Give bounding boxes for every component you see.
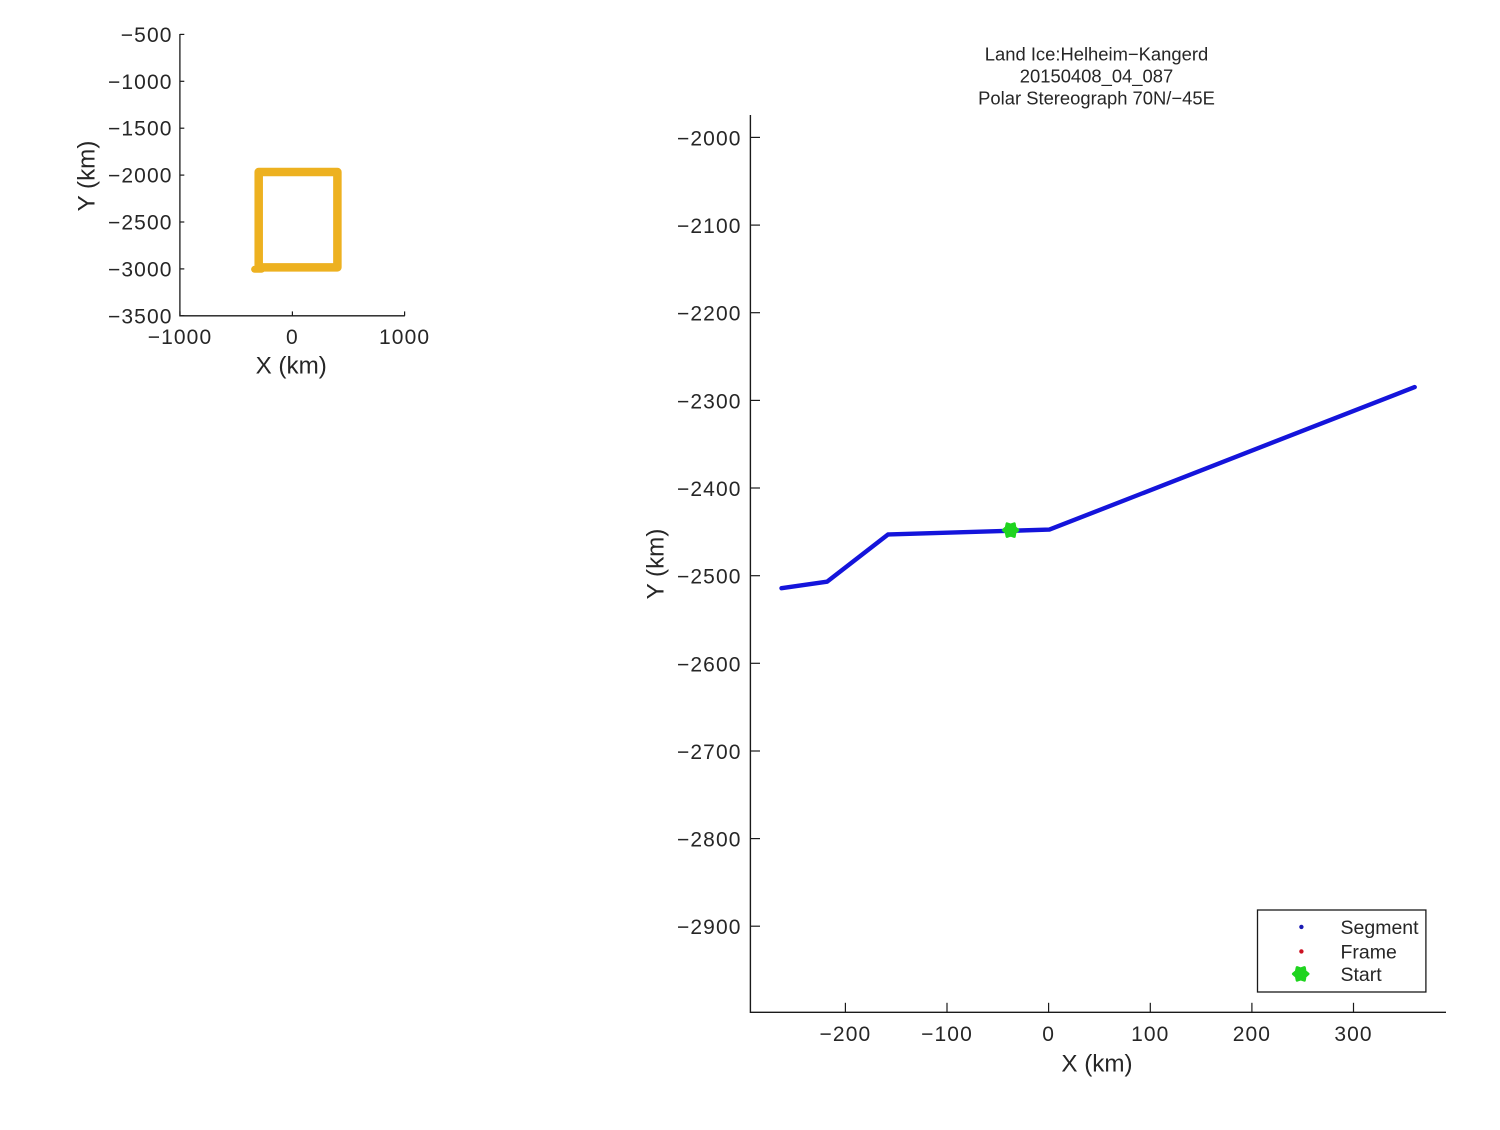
svg-text:20150408_04_087: 20150408_04_087 xyxy=(1020,65,1173,87)
svg-text:−2800: −2800 xyxy=(677,829,741,852)
svg-text:200: 200 xyxy=(1233,1023,1271,1046)
svg-text:Land Ice:Helheim−Kangerd: Land Ice:Helheim−Kangerd xyxy=(985,43,1208,64)
svg-text:−2000: −2000 xyxy=(108,165,172,188)
svg-text:Frame: Frame xyxy=(1341,941,1397,963)
svg-text:−3000: −3000 xyxy=(108,258,172,281)
svg-text:−2400: −2400 xyxy=(677,478,741,501)
svg-text:0: 0 xyxy=(1042,1023,1055,1046)
svg-text:−3500: −3500 xyxy=(108,305,172,328)
svg-text:−2000: −2000 xyxy=(677,127,741,150)
svg-text:−2900: −2900 xyxy=(677,916,741,939)
svg-text:Start: Start xyxy=(1341,964,1383,986)
svg-text:−500: −500 xyxy=(121,24,173,47)
svg-text:Segment: Segment xyxy=(1341,917,1420,939)
svg-text:0: 0 xyxy=(286,326,299,349)
svg-text:100: 100 xyxy=(1131,1023,1169,1046)
svg-text:−1000: −1000 xyxy=(108,71,172,94)
svg-text:300: 300 xyxy=(1334,1023,1372,1046)
svg-text:−100: −100 xyxy=(921,1023,973,1046)
svg-text:Polar Stereograph 70N/−45E: Polar Stereograph 70N/−45E xyxy=(978,88,1215,109)
svg-text:−1500: −1500 xyxy=(108,118,172,141)
svg-text:X (km): X (km) xyxy=(1061,1050,1132,1077)
svg-text:Y (km): Y (km) xyxy=(74,141,101,212)
svg-text:−2500: −2500 xyxy=(108,212,172,235)
svg-text:−2100: −2100 xyxy=(677,215,741,238)
svg-text:−2300: −2300 xyxy=(677,390,741,413)
svg-text:−2200: −2200 xyxy=(677,303,741,326)
svg-text:Y (km): Y (km) xyxy=(642,529,669,600)
svg-text:X (km): X (km) xyxy=(256,353,327,380)
svg-text:−2600: −2600 xyxy=(677,653,741,676)
svg-text:−1000: −1000 xyxy=(148,326,212,349)
svg-text:1000: 1000 xyxy=(379,326,430,349)
svg-text:−200: −200 xyxy=(820,1023,872,1046)
svg-text:−2700: −2700 xyxy=(677,741,741,764)
svg-text:−2500: −2500 xyxy=(677,566,741,589)
